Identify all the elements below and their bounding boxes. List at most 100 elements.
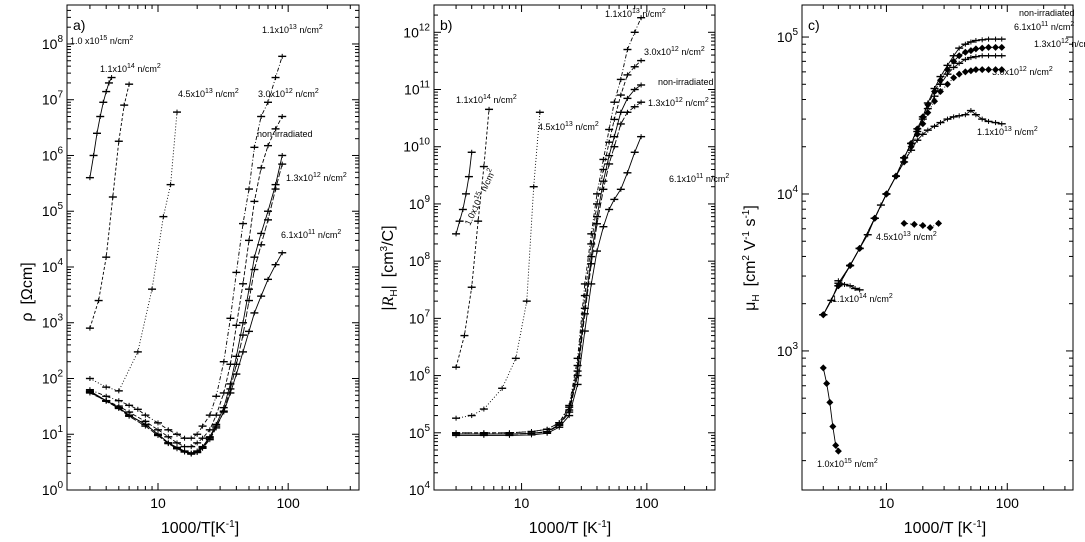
series-6 [452, 99, 646, 437]
series-annotation: 1.1x1013 n/cm2 [605, 8, 666, 19]
y-tick-label: 104 [777, 184, 799, 202]
data-point [978, 66, 986, 74]
series-5 [452, 82, 646, 437]
y-tick-label: 105 [42, 201, 64, 219]
plot-frame [66, 4, 360, 491]
series-annotation: 6.1x1011 n/cm2 [281, 229, 341, 240]
series-annotation: 4.5x1013 n/cm2 [538, 121, 599, 132]
series-line [89, 56, 283, 439]
y-tick-label: 106 [409, 366, 431, 384]
data-point [967, 67, 975, 75]
y-tick-label: 103 [777, 341, 799, 359]
series-annotation: 1.1x1013 n/cm2 [977, 126, 1038, 137]
series-line [455, 152, 473, 235]
panel-a-resistivity: 10 100 100 101 102 103 104 105 106 107 108 1.0 x101… [19, 4, 360, 537]
panel-a-ylabel-symbol: ρ [19, 313, 36, 322]
y-tick-label: 109 [409, 194, 431, 212]
data-point [910, 220, 918, 228]
series-annotation: 1.3x1012 n/cm2 [648, 97, 709, 108]
series-3 [85, 53, 287, 441]
series-0 [819, 36, 1006, 318]
y-tick-label: 103 [42, 313, 64, 331]
data-point [998, 43, 1006, 51]
series-annotation: 3.0x1012 n/cm2 [992, 66, 1053, 77]
data-point [819, 364, 827, 372]
data-point [972, 45, 980, 53]
series-line [822, 69, 1002, 316]
y-tick-label: 108 [42, 34, 64, 52]
data-point [985, 43, 993, 51]
data-point [998, 66, 1006, 74]
series-1 [85, 81, 134, 331]
series-7 [85, 250, 287, 457]
panel-a-xlabel: 1000/T[K-1] [161, 519, 239, 537]
series-line [89, 252, 283, 455]
y-tick-label: 104 [42, 257, 64, 275]
panel-b-label: b) [440, 17, 452, 33]
x-tick-label: 10 [879, 495, 895, 511]
data-point [955, 52, 963, 60]
data-point [955, 70, 963, 78]
series-annotation: 3.0x1012 n/cm2 [258, 88, 319, 99]
series-annotation: 1.1x1014 n/cm2 [832, 293, 893, 304]
data-point [936, 87, 944, 95]
data-point [961, 48, 969, 56]
y-tick-label: 105 [777, 27, 799, 45]
data-point [919, 221, 927, 229]
y-tick-label: 105 [409, 423, 431, 441]
series-annotation: 4.5x1013 n/cm2 [876, 231, 937, 242]
plot-frame [433, 4, 716, 491]
y-tick-label: 108 [409, 251, 431, 269]
series-annotation: 1.0 x1015 n/cm2 [70, 35, 133, 46]
data-point [919, 120, 927, 128]
series-5 [900, 219, 943, 232]
series-line [456, 84, 642, 435]
data-point [924, 101, 932, 109]
data-point [935, 219, 943, 227]
series-1 [819, 43, 1006, 319]
data-point [900, 219, 908, 227]
y-tick-label: 104 [409, 480, 431, 498]
series-annotation: 1.1x1013 n/cm2 [262, 24, 323, 35]
y-tick-label: 1011 [404, 80, 430, 98]
data-point [826, 398, 834, 406]
panel-c-hall-mobility: 10 100 103 104 105 non-irradiated 6.1x1011 n/c… [741, 4, 1085, 537]
data-point [943, 66, 951, 74]
series-annotation: 3.0x1012 n/cm2 [644, 46, 705, 57]
series-annotation: non-irradiated [1019, 8, 1075, 18]
data-point [961, 68, 969, 76]
series-annotation: 1.3x1012 n/cm2 [1034, 38, 1085, 49]
data-point [913, 130, 921, 138]
data-point [832, 441, 840, 449]
series-line [822, 367, 839, 452]
series-7 [452, 134, 646, 438]
y-tick-label: 1010 [403, 137, 430, 155]
data-point [978, 44, 986, 52]
data-point [950, 74, 958, 82]
x-tick-label: 10 [514, 495, 530, 511]
data-point [924, 109, 932, 117]
series-6 [834, 278, 864, 293]
series-0 [85, 75, 116, 181]
series-annotation: 4.5x1013 n/cm2 [178, 88, 239, 99]
series-annotation: 1.1x1014 n/cm2 [100, 63, 161, 74]
panel-b-xlabel: 1000/T [K-1] [529, 519, 611, 537]
series-line [822, 55, 1002, 316]
series-annotation: non-irradiated [257, 129, 313, 139]
series-line [456, 101, 642, 435]
series-3 [452, 15, 646, 436]
series-line [89, 84, 130, 329]
series-7 [819, 364, 842, 455]
y-tick-label: 1012 [403, 22, 430, 40]
y-tick-label: 100 [42, 480, 64, 498]
x-tick-label: 10 [150, 495, 166, 511]
y-tick-label: 107 [42, 90, 64, 108]
panel-b-hall-coefficient: 10 1001041051061071081091010101110121.0x1… [379, 4, 729, 537]
data-point [823, 380, 831, 388]
series-line [455, 109, 490, 368]
data-point [972, 66, 980, 74]
series-line [456, 17, 642, 434]
series-line [456, 60, 642, 434]
series-5 [85, 152, 287, 456]
